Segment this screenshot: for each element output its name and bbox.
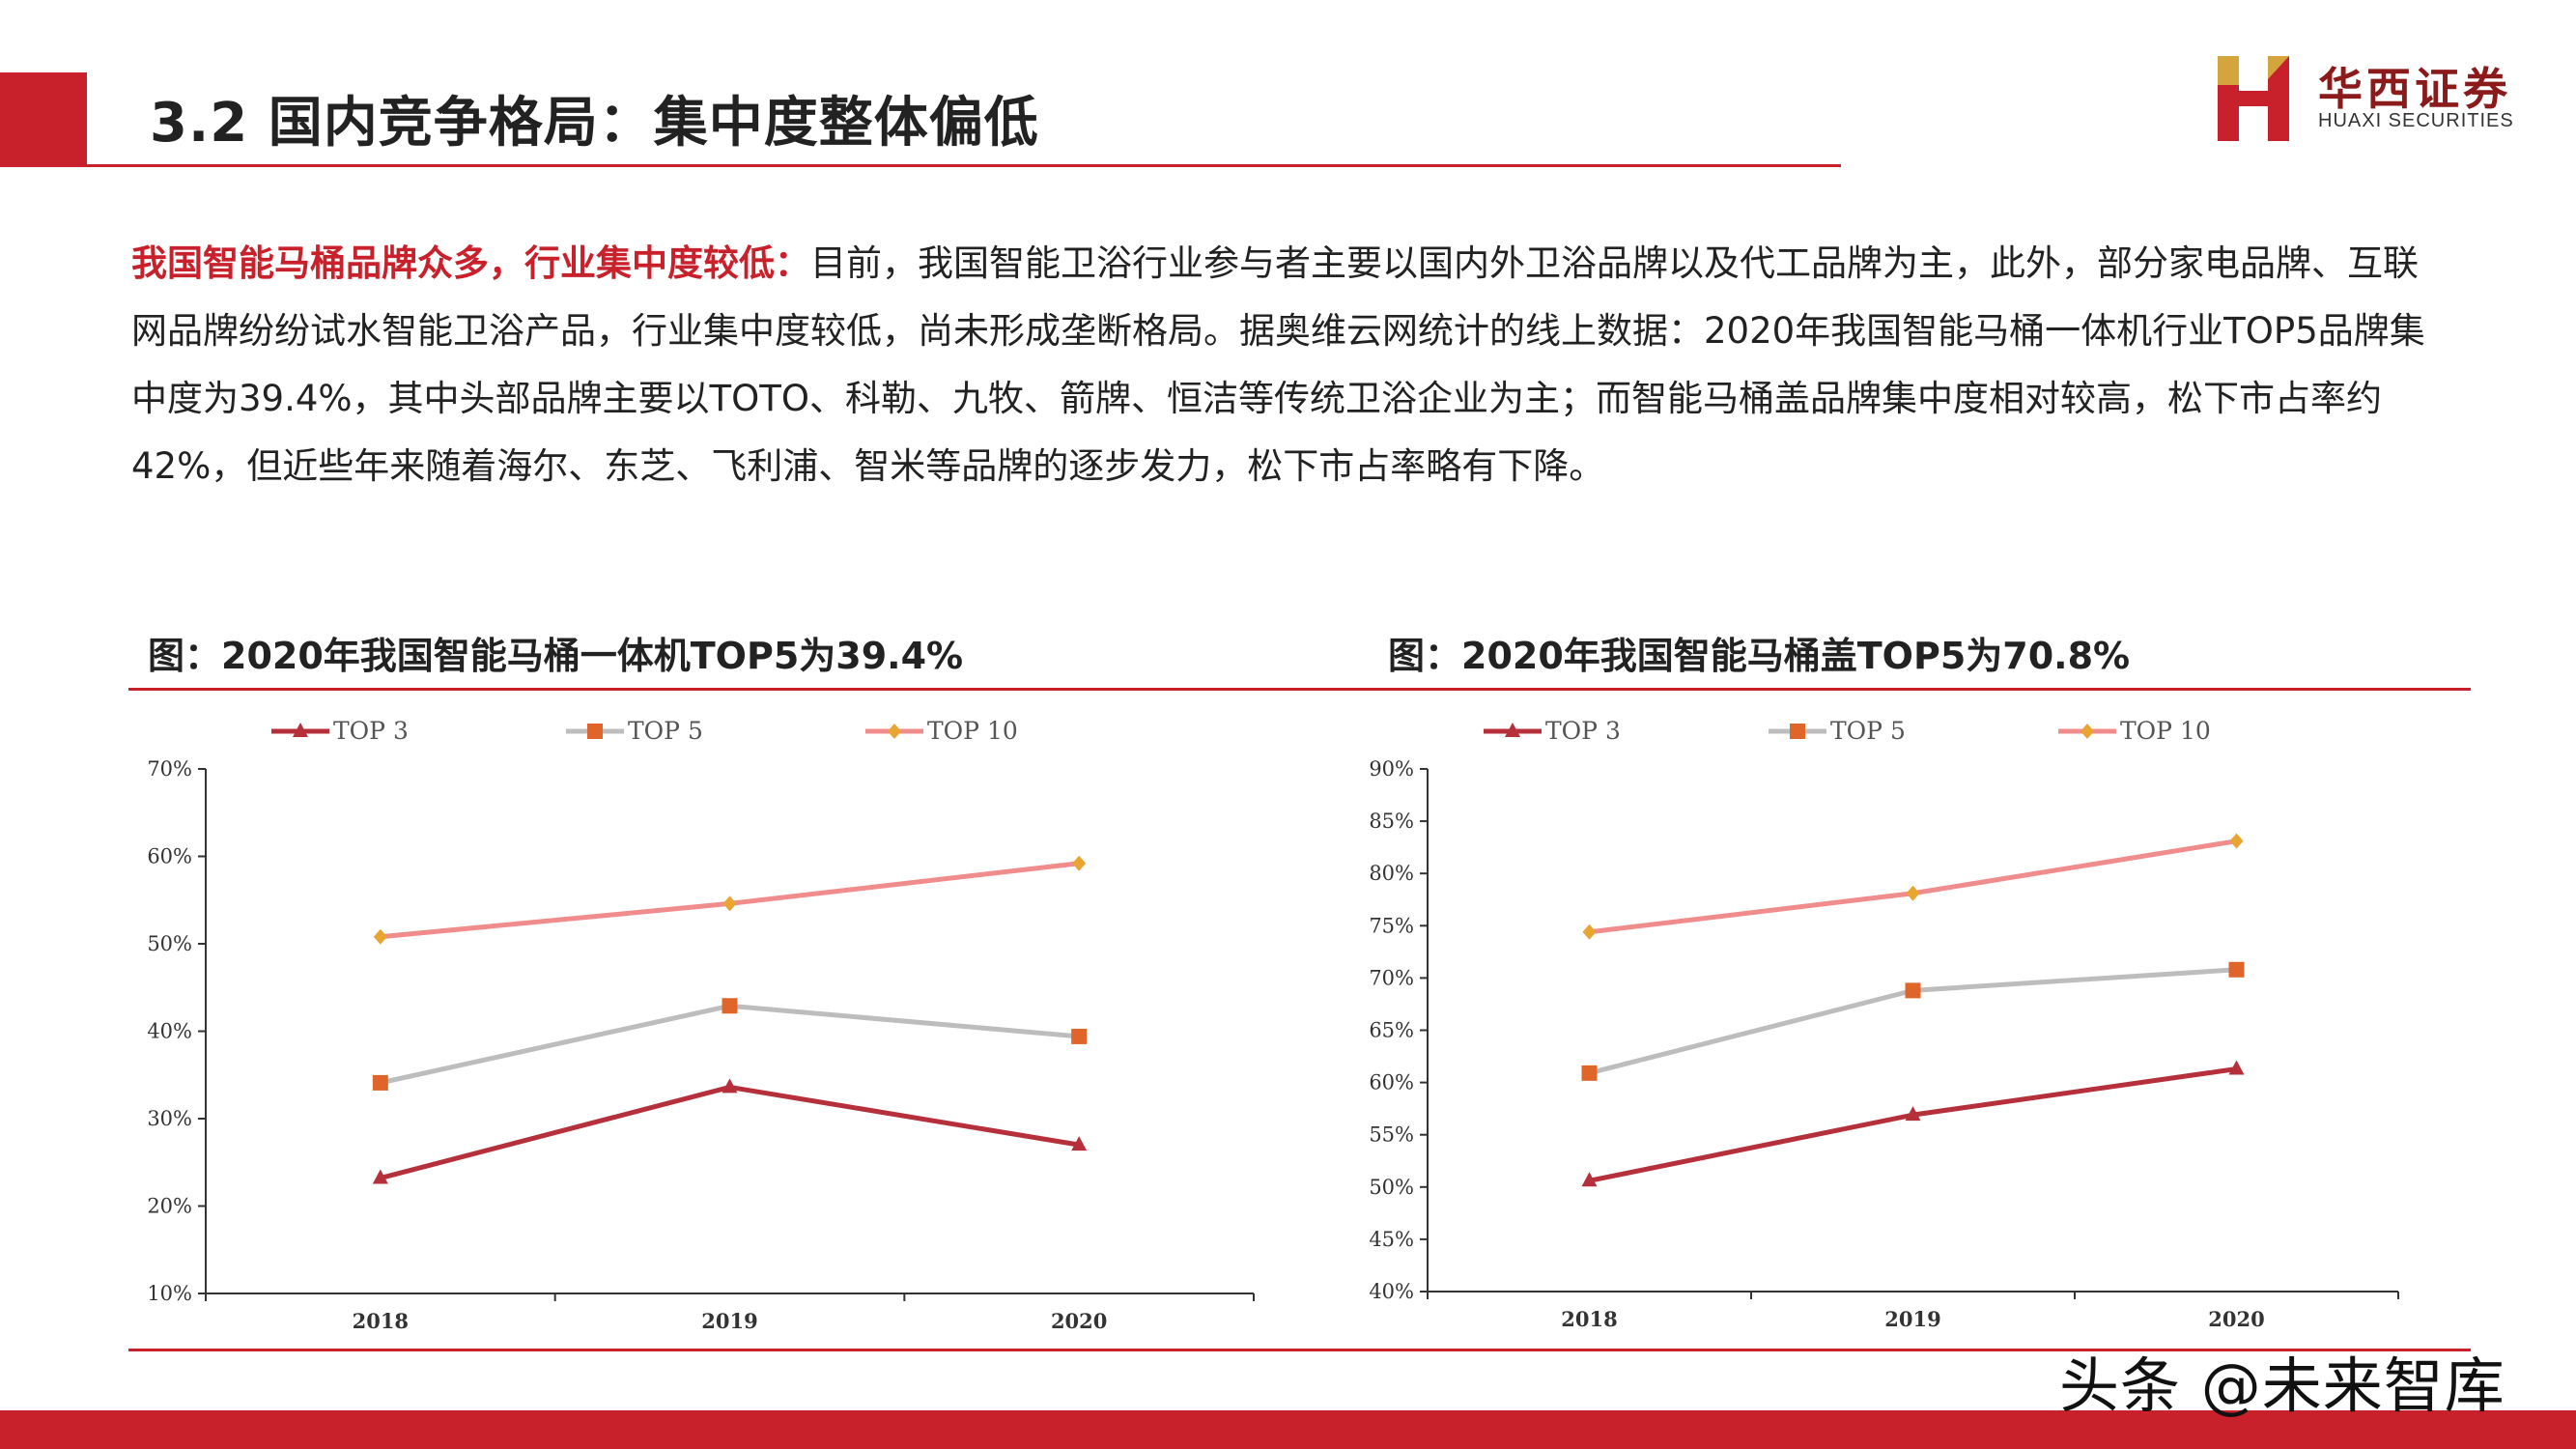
- legend-label: TOP 3: [1545, 717, 1621, 745]
- y-tick-label: 75%: [1369, 914, 1414, 937]
- data-point: [373, 928, 387, 945]
- data-point: [2228, 961, 2245, 978]
- legend-item: TOP 5: [566, 717, 703, 745]
- x-tick-label: 2018: [353, 1309, 409, 1333]
- watermark-text: 头条 @未来智库: [2059, 1350, 2505, 1421]
- data-point: [1581, 1065, 1598, 1081]
- y-tick-label: 70%: [1369, 966, 1414, 989]
- x-tick-label: 2019: [701, 1309, 757, 1333]
- y-tick-label: 10%: [147, 1282, 192, 1305]
- y-tick-label: 85%: [1369, 810, 1414, 833]
- intro-paragraph: 我国智能马桶品牌众多，行业集中度较低：目前，我国智能卫浴行业参与者主要以国内外卫…: [131, 230, 2425, 500]
- legend-label: TOP 5: [1830, 717, 1906, 745]
- page-title: 3.2 国内竞争格局：集中度整体偏低: [150, 92, 1039, 155]
- y-tick-label: 50%: [147, 932, 192, 955]
- data-point: [722, 1078, 738, 1094]
- legend-marker: [293, 723, 308, 737]
- legend-marker: [1505, 723, 1520, 737]
- chart-2-title: 图：2020年我国智能马桶盖TOP5为70.8%: [1388, 635, 2131, 677]
- legend-item: TOP 10: [865, 717, 1018, 745]
- legend-item: TOP 10: [2058, 717, 2211, 745]
- legend-marker: [1790, 724, 1805, 739]
- legend-marker: [2081, 724, 2094, 739]
- header-accent-block: [0, 72, 87, 167]
- x-tick-label: 2020: [1051, 1309, 1107, 1333]
- series-top-10: [1582, 833, 2244, 940]
- data-point: [722, 998, 738, 1014]
- footer-bar: [0, 1410, 2576, 1449]
- chart-title-divider: [128, 688, 2471, 691]
- y-tick-label: 70%: [147, 757, 192, 781]
- y-tick-label: 90%: [1369, 757, 1414, 781]
- y-tick-label: 55%: [1369, 1123, 1414, 1147]
- legend-marker: [888, 724, 901, 739]
- y-tick-label: 30%: [147, 1107, 192, 1130]
- data-point: [1072, 855, 1087, 871]
- logo-chinese-name: 华西证券: [2318, 63, 2511, 115]
- legend-item: TOP 3: [271, 717, 409, 745]
- legend-label: TOP 10: [2120, 717, 2211, 745]
- series-line: [380, 1084, 1080, 1180]
- series-top-3: [1581, 1060, 2245, 1187]
- x-tick-label: 2018: [1561, 1307, 1617, 1331]
- header-underline: [87, 164, 1841, 167]
- legend-label: TOP 10: [927, 717, 1018, 745]
- data-point: [2228, 1060, 2245, 1075]
- legend-label: TOP 5: [628, 717, 703, 745]
- data-point: [1906, 885, 1920, 901]
- data-point: [1582, 923, 1597, 940]
- data-point: [722, 895, 737, 912]
- chart-2-toilet-cover: 40% 45% 50% 55% 60% 65% 70% 75% 80% 85% 90% 2018 201…: [1369, 717, 2399, 1331]
- data-point: [1071, 1136, 1088, 1151]
- intro-text: 目前，我国智能卫浴行业参与者主要以国内外卫浴品牌以及代工品牌为主，此外，部分家电…: [131, 242, 2425, 487]
- huaxi-logo-icon: [2218, 56, 2289, 141]
- data-point: [372, 1169, 388, 1184]
- y-tick-label: 50%: [1369, 1176, 1414, 1199]
- data-point: [372, 1074, 388, 1091]
- company-logo: 华西证券 HUAXI SECURITIES: [2212, 50, 2550, 147]
- x-tick-label: 2020: [2208, 1307, 2264, 1331]
- logo-english-name: HUAXI SECURITIES: [2318, 110, 2514, 131]
- chart-1-integrated-toilet: 10% 20% 30% 40% 50% 60% 70% 2018 2019 2020 TOP 3 TO…: [147, 717, 1255, 1333]
- chart-bottom-divider: [128, 1349, 2471, 1351]
- y-tick-label: 40%: [1369, 1280, 1414, 1303]
- series-top-5: [1581, 961, 2245, 1081]
- legend-label: TOP 3: [333, 717, 409, 745]
- series-line: [1589, 1066, 2237, 1183]
- y-tick-label: 60%: [1369, 1071, 1414, 1094]
- data-point: [2229, 833, 2244, 849]
- y-tick-label: 45%: [1369, 1228, 1414, 1251]
- y-tick-label: 80%: [1369, 862, 1414, 885]
- series-top-5: [372, 998, 1088, 1091]
- data-point: [1071, 1028, 1088, 1044]
- legend-marker: [587, 724, 603, 739]
- series-top-3: [372, 1078, 1088, 1184]
- x-tick-label: 2019: [1884, 1307, 1940, 1331]
- data-point: [1581, 1172, 1598, 1187]
- chart-1-title: 图：2020年我国智能马桶一体机TOP5为39.4%: [148, 635, 964, 677]
- data-point: [1905, 1106, 1921, 1122]
- y-tick-label: 20%: [147, 1195, 192, 1218]
- y-tick-label: 60%: [147, 845, 192, 868]
- data-point: [1905, 982, 1921, 999]
- y-tick-label: 40%: [147, 1020, 192, 1043]
- y-tick-label: 65%: [1369, 1019, 1414, 1042]
- intro-lead: 我国智能马桶品牌众多，行业集中度较低：: [131, 242, 810, 284]
- series-line: [380, 1003, 1080, 1086]
- legend-item: TOP 3: [1484, 717, 1621, 745]
- series-top-10: [373, 855, 1087, 945]
- legend-item: TOP 5: [1769, 717, 1906, 745]
